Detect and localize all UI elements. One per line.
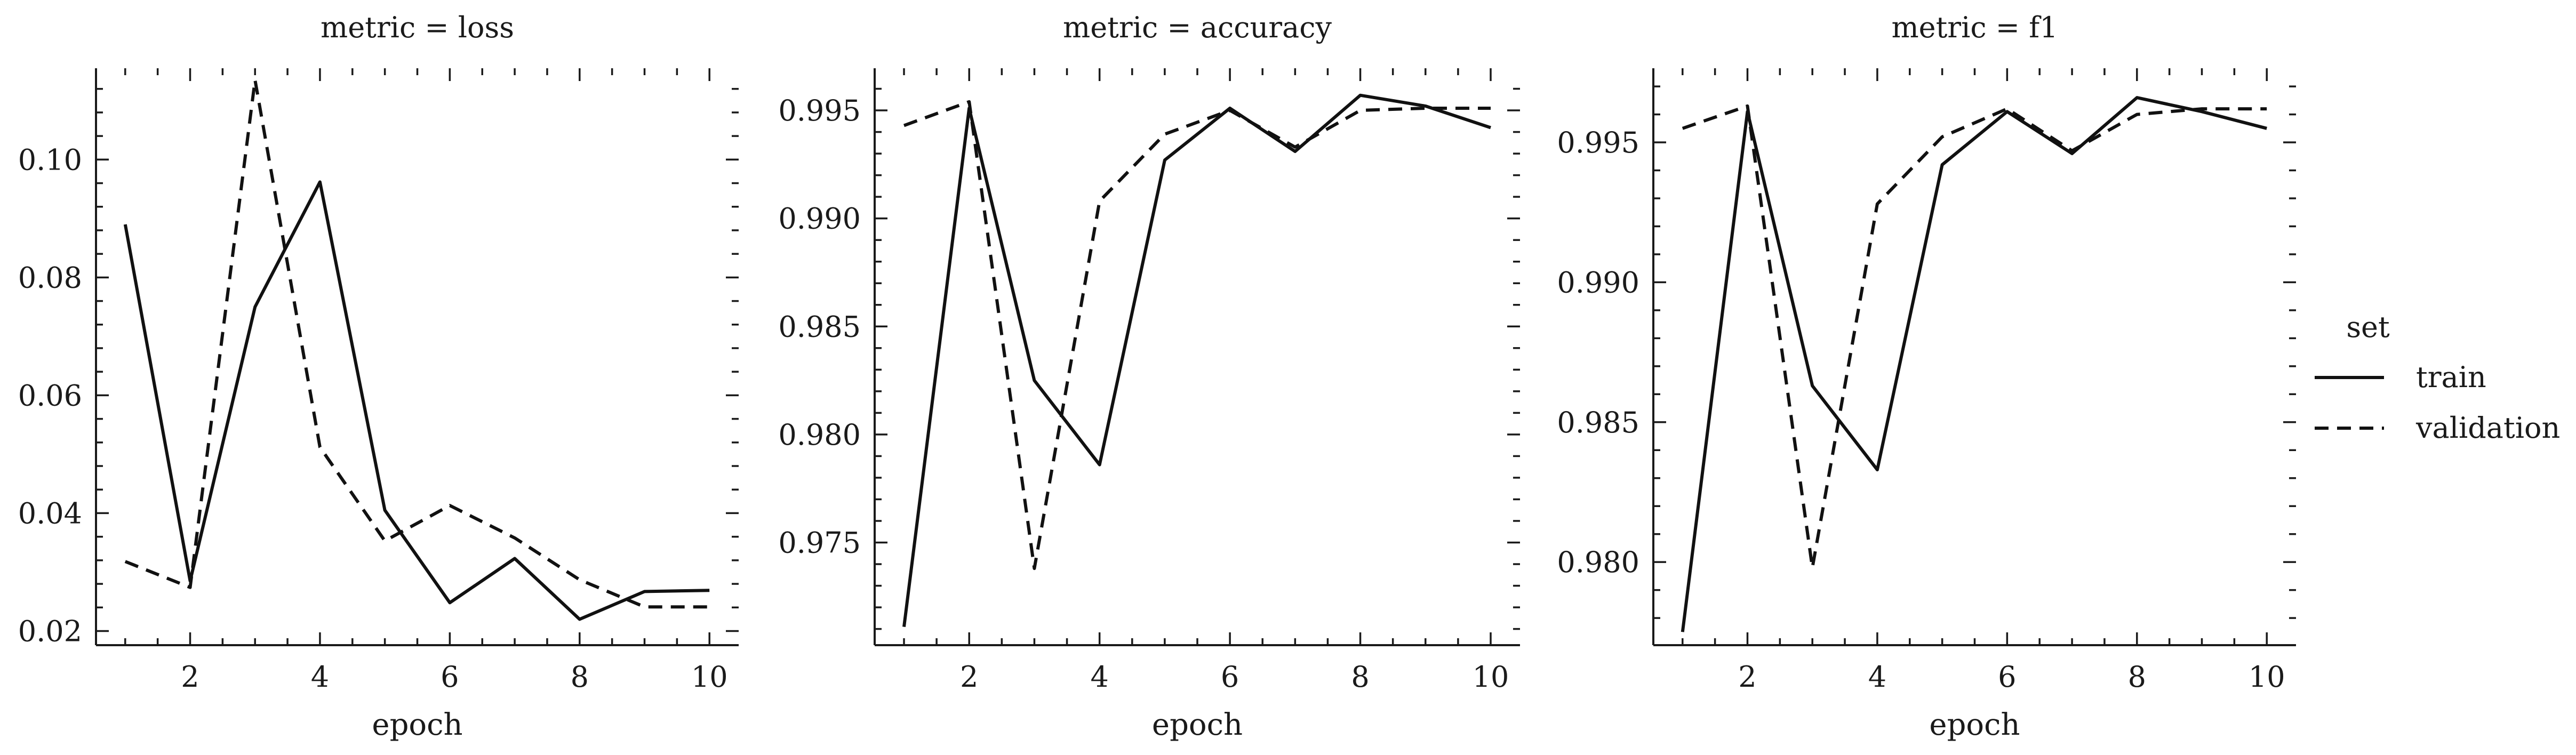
panel-title: metric = loss	[321, 11, 514, 44]
y-tick-label: 0.995	[1557, 126, 1639, 159]
x-tick-label: 8	[571, 660, 589, 694]
panel-title: metric = f1	[1891, 11, 2058, 44]
x-tick-label: 2	[960, 660, 978, 694]
y-tick-label: 0.10	[18, 143, 82, 176]
y-tick-label: 0.985	[1557, 406, 1639, 439]
x-tick-label: 6	[1221, 660, 1239, 694]
legend: set train validation	[2315, 310, 2560, 445]
y-tick-label: 0.990	[778, 202, 861, 236]
x-tick-label: 2	[1738, 660, 1756, 694]
x-tick-label: 8	[2128, 660, 2146, 694]
x-tick-label: 8	[1351, 660, 1369, 694]
x-tick-label: 2	[181, 660, 199, 694]
series-line-validation	[903, 100, 1491, 571]
panel-2: metric = accuracy 2 4 6 8 10 0.975 0.980 0.985 0.…	[778, 11, 1520, 742]
legend-title: set	[2346, 310, 2390, 344]
x-tick-label: 10	[2249, 660, 2285, 694]
x-axis-label: epoch	[1152, 708, 1243, 742]
y-tick-label: 0.980	[1557, 545, 1639, 579]
y-tick-label: 0.08	[18, 261, 82, 294]
y-tick-label: 0.995	[778, 94, 861, 127]
y-tick-label: 0.02	[18, 614, 82, 648]
x-axis-label: epoch	[372, 708, 462, 742]
series-line-validation	[1682, 104, 2267, 569]
legend-label-train: train	[2416, 360, 2486, 394]
y-tick-label: 0.980	[778, 418, 861, 452]
x-tick-label: 4	[1090, 660, 1108, 694]
x-tick-label: 6	[1998, 660, 2016, 694]
y-tick-label: 0.990	[1557, 266, 1639, 299]
x-tick-label: 6	[441, 660, 459, 694]
panel-1: metric = loss 2 4 6 8 10 0.02 0.04 0.06 0.08 0.10 e…	[18, 11, 739, 742]
panel-3: metric = f1 2 4 6 8 10 0.980 0.985 0.990 0.995 epo…	[1557, 11, 2296, 742]
legend-label-validation: validation	[2415, 411, 2560, 445]
panel-title: metric = accuracy	[1063, 11, 1332, 44]
y-tick-label: 0.975	[778, 526, 861, 560]
x-tick-label: 4	[311, 660, 329, 694]
x-tick-label: 10	[1473, 660, 1509, 694]
y-tick-label: 0.04	[18, 496, 82, 530]
x-tick-label: 10	[691, 660, 728, 694]
series-line-train	[902, 93, 1491, 627]
y-tick-label: 0.06	[18, 379, 82, 412]
series-line-train	[123, 180, 710, 621]
series-line-train	[1681, 96, 2267, 632]
x-tick-label: 4	[1868, 660, 1886, 694]
x-axis-label: epoch	[1929, 708, 2020, 742]
y-tick-label: 0.985	[778, 310, 861, 343]
series-line-validation	[124, 78, 710, 609]
